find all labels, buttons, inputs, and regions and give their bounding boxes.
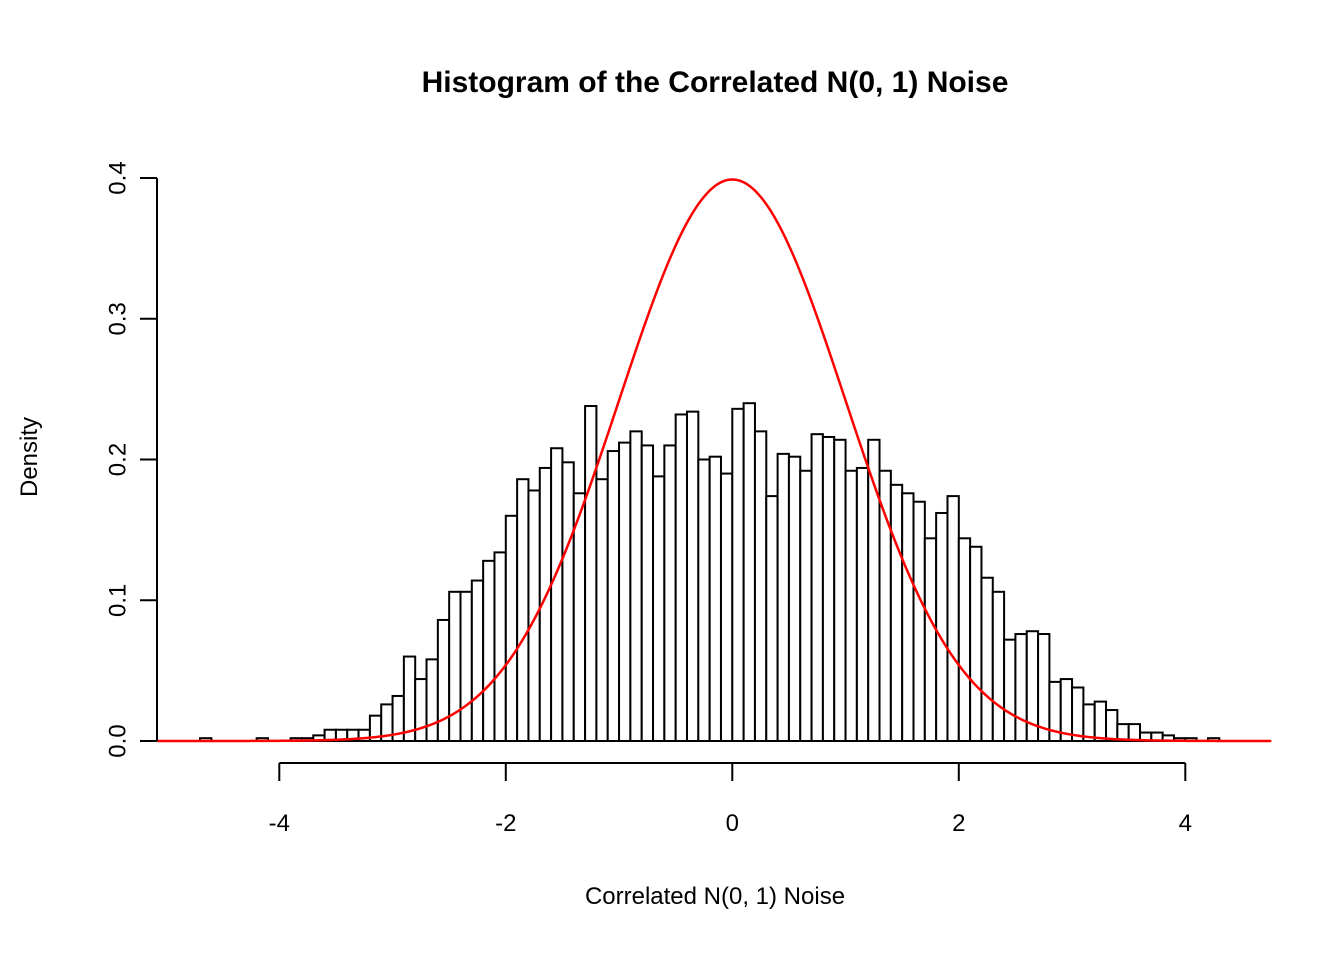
histogram-bar <box>912 500 926 743</box>
histogram-bar <box>957 537 972 742</box>
histogram-bar <box>550 447 564 742</box>
histogram-bar <box>935 511 949 742</box>
histogram-bar <box>504 514 519 742</box>
y-tick-label: 0.2 <box>104 443 131 476</box>
x-axis: -4 -2 0 2 4 <box>269 762 1192 837</box>
histogram-bar <box>652 475 666 742</box>
histogram-bar <box>618 441 632 742</box>
histogram-bar <box>889 483 904 742</box>
histogram-bar <box>561 461 575 742</box>
histogram-bar <box>731 407 745 742</box>
chart-title: Histogram of the Correlated N(0, 1) Nois… <box>421 66 1009 99</box>
histogram-bar <box>844 469 858 742</box>
histogram-bar <box>572 492 587 742</box>
histogram-bar <box>923 537 938 742</box>
histogram-bar <box>674 413 688 742</box>
histogram-bar <box>584 405 598 742</box>
y-axis: 0.0 0.1 0.2 0.3 0.4 <box>104 161 158 758</box>
histogram-bar <box>686 410 700 742</box>
histogram-bar <box>1127 723 1142 742</box>
histogram-bar <box>1014 633 1028 743</box>
histogram-bar <box>799 469 813 742</box>
histogram-bar <box>629 430 643 742</box>
y-tick-label: 0.1 <box>104 584 131 617</box>
histogram-bar <box>810 433 824 742</box>
y-axis-label: Density <box>16 416 43 498</box>
histogram-bar <box>833 438 847 742</box>
histogram-bar <box>527 489 541 742</box>
histogram-bar <box>697 458 711 742</box>
histogram-bar <box>991 590 1006 742</box>
histogram-bar <box>482 559 496 743</box>
histogram-bar <box>414 678 428 743</box>
histogram-bar <box>459 590 473 742</box>
histogram-bar <box>901 492 915 742</box>
histogram-bar <box>493 551 507 743</box>
histogram-bars <box>199 402 1221 743</box>
histogram-bar <box>663 444 677 742</box>
histogram-bar <box>1003 638 1017 742</box>
histogram-bar <box>708 455 722 742</box>
histogram-bar <box>969 545 983 743</box>
x-tick-label: 0 <box>726 810 739 837</box>
histogram-bar <box>742 402 756 742</box>
histogram-bar <box>855 466 870 742</box>
histogram-bar <box>470 579 485 742</box>
y-tick-label: 0.0 <box>104 724 131 757</box>
y-tick-label: 0.4 <box>104 161 131 194</box>
histogram-bar <box>787 455 802 742</box>
histogram-bar <box>719 472 734 742</box>
histogram-bar <box>753 430 768 742</box>
histogram-bar <box>640 444 655 742</box>
histogram-bar <box>821 435 836 742</box>
x-tick-label: -4 <box>269 810 290 837</box>
histogram-bar <box>402 655 417 742</box>
normal-curve-path <box>156 178 1272 743</box>
histogram-bar <box>946 495 960 742</box>
x-tick-label: 4 <box>1179 810 1192 837</box>
histogram-bar <box>516 478 530 742</box>
y-tick-label: 0.3 <box>104 302 131 335</box>
histogram-bar <box>1093 700 1108 743</box>
histogram-bar <box>436 618 451 743</box>
histogram-bar <box>606 450 621 742</box>
histogram-bar <box>1071 686 1085 743</box>
normal-density-curve <box>156 178 1272 743</box>
histogram-bar <box>1105 709 1119 743</box>
x-tick-label: 2 <box>952 810 965 837</box>
histogram-bar <box>776 452 790 742</box>
histogram-bar <box>980 576 994 742</box>
histogram-bar <box>425 658 439 742</box>
x-tick-label: -2 <box>495 810 516 837</box>
histogram-bar <box>595 478 609 742</box>
histogram-bar <box>1037 633 1051 743</box>
histogram-bar <box>765 495 779 742</box>
histogram-bar <box>448 590 462 742</box>
x-axis-label: Correlated N(0, 1) Noise <box>584 883 846 910</box>
histogram-bar <box>878 469 892 742</box>
